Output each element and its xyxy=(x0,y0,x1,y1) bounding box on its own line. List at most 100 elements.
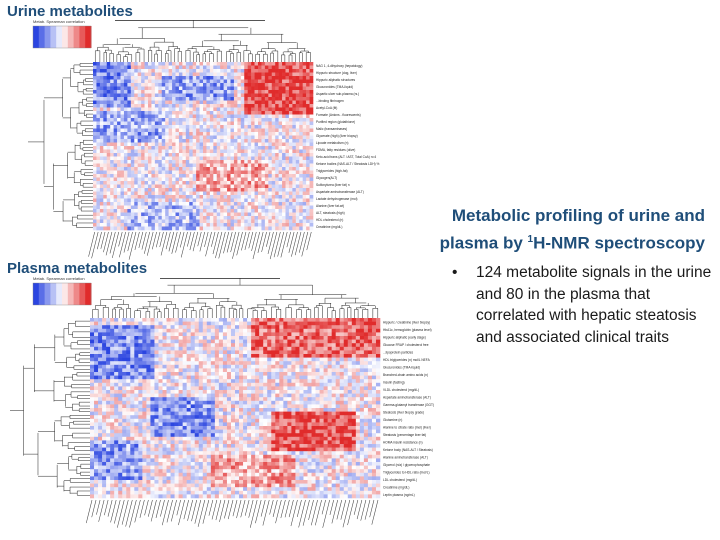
heatmap-cell xyxy=(285,86,290,91)
heatmap-cell xyxy=(285,160,290,164)
heatmap-cell xyxy=(186,379,191,384)
heatmap-cell xyxy=(216,93,221,98)
heatmap-cell xyxy=(216,111,221,115)
heatmap-cell xyxy=(206,93,211,98)
heatmap-cell xyxy=(278,97,283,101)
heatmap-cell xyxy=(287,390,292,394)
heatmap-cell xyxy=(359,386,365,391)
heatmap-cell xyxy=(216,128,221,133)
heatmap-cell xyxy=(142,386,147,391)
heatmap-cell xyxy=(243,382,248,387)
heatmap-cell xyxy=(90,321,95,326)
heatmap-cell xyxy=(148,212,152,217)
heatmap-cell xyxy=(198,357,204,362)
heatmap-cell xyxy=(254,65,259,70)
heatmap-cell xyxy=(247,62,252,66)
heatmap-cell xyxy=(283,372,288,376)
heatmap-cell xyxy=(375,379,381,384)
heatmap-cell xyxy=(203,223,207,227)
heatmap-cell xyxy=(162,361,167,366)
heatmap-cell xyxy=(182,72,187,77)
heatmap-cell xyxy=(287,375,292,380)
heatmap-cell xyxy=(123,142,128,147)
heatmap-cell xyxy=(110,350,115,355)
heatmap-cell xyxy=(122,372,127,376)
heatmap-cell xyxy=(186,325,191,330)
heatmap-cell xyxy=(96,149,101,154)
heatmap-cell xyxy=(120,174,125,178)
heatmap-cell xyxy=(268,79,273,84)
heatmap-cell xyxy=(120,149,125,154)
column-tick-label xyxy=(119,231,126,258)
heatmap-cell xyxy=(206,146,211,150)
heatmap-cell xyxy=(233,223,238,227)
heatmap-cell xyxy=(178,379,183,384)
heatmap-cell xyxy=(299,72,303,77)
heatmap-cell xyxy=(267,354,272,358)
heatmap-cell xyxy=(117,118,121,122)
heatmap-cell xyxy=(288,160,293,164)
heatmap-cell xyxy=(168,90,173,94)
heatmap-cell xyxy=(335,346,341,351)
heatmap-cell xyxy=(309,114,314,119)
heatmap-cell xyxy=(244,135,248,140)
heatmap-cell xyxy=(299,343,304,348)
heatmap-cell xyxy=(175,72,180,77)
heatmap-cell xyxy=(137,111,142,115)
heatmap-cell xyxy=(144,174,149,178)
heatmap-cell xyxy=(220,69,224,73)
heatmap-cell xyxy=(218,336,224,340)
heatmap-cell xyxy=(292,132,297,136)
heatmap-cell xyxy=(279,328,284,333)
heatmap-cell xyxy=(261,104,266,108)
heatmap-cell xyxy=(240,184,245,189)
heatmap-cell xyxy=(117,212,121,217)
heatmap-cell xyxy=(258,223,262,227)
heatmap-cell xyxy=(292,104,297,108)
heatmap-cell xyxy=(309,188,314,192)
heatmap-cell xyxy=(122,364,127,369)
heatmap-cell xyxy=(264,139,269,143)
heatmap-cell xyxy=(99,72,104,77)
heatmap-cell xyxy=(134,160,138,164)
heatmap-cell xyxy=(287,332,292,337)
heatmap-cell xyxy=(185,212,190,217)
heatmap-cell xyxy=(126,336,131,340)
heatmap-cell xyxy=(134,364,139,369)
heatmap-cell xyxy=(275,128,279,133)
heatmap-cell xyxy=(168,170,173,175)
heatmap-cell xyxy=(154,160,159,164)
heatmap-cell xyxy=(275,184,279,189)
heatmap-cell xyxy=(198,368,204,373)
heatmap-cell xyxy=(254,132,259,136)
heatmap-cell xyxy=(213,111,218,115)
column-tick-label xyxy=(105,231,113,256)
heatmap-cell xyxy=(174,325,179,330)
heatmap-cell xyxy=(278,226,283,231)
heatmap-cell xyxy=(174,390,179,394)
heatmap-cell xyxy=(138,318,143,322)
heatmap-cell xyxy=(230,100,235,105)
heatmap-cell xyxy=(98,379,103,384)
heatmap-cell xyxy=(271,198,276,203)
heatmap-cell xyxy=(227,107,231,112)
color-key-swatch xyxy=(38,283,46,305)
heatmap-cell xyxy=(141,156,145,161)
heatmap-cell xyxy=(302,118,307,122)
heatmap-cell xyxy=(206,379,212,384)
heatmap-cell xyxy=(285,184,290,189)
heatmap-cell xyxy=(178,361,183,366)
heatmap-cell xyxy=(331,372,336,376)
heatmap-cell xyxy=(182,90,187,94)
heatmap-cell xyxy=(196,153,200,157)
heatmap-cell xyxy=(233,219,238,224)
heatmap-cell xyxy=(118,364,123,369)
heatmap-cell xyxy=(130,390,135,394)
heatmap-cell xyxy=(339,350,345,355)
heatmap-cell xyxy=(175,170,180,175)
heatmap-cell xyxy=(168,223,173,227)
heatmap-cell xyxy=(154,379,159,384)
heatmap-cell xyxy=(178,146,183,150)
heatmap-cell xyxy=(299,174,303,178)
heatmap-cell xyxy=(158,379,163,384)
